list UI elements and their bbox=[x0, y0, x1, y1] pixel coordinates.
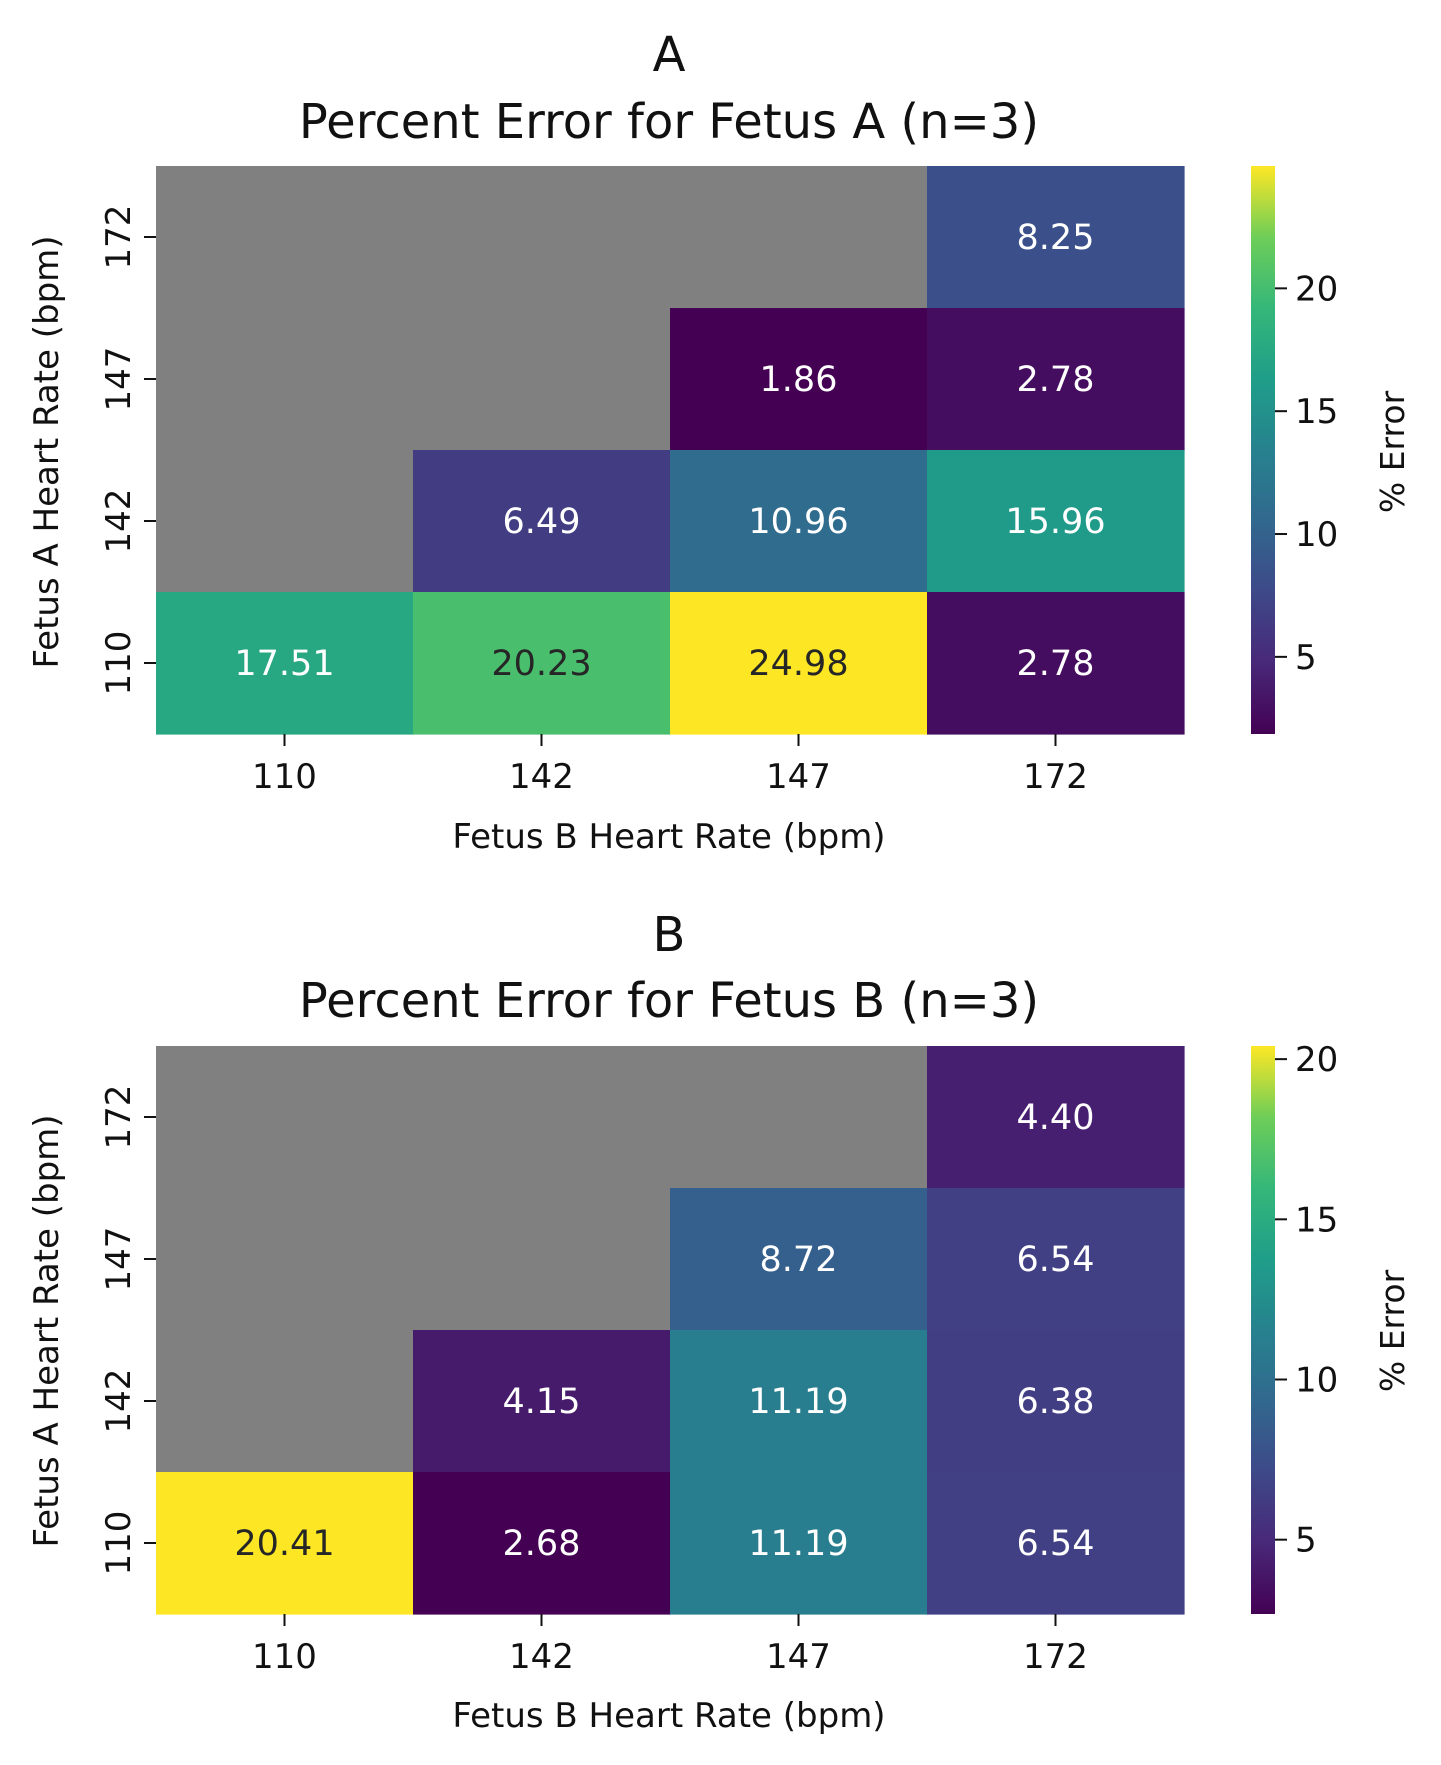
heatmap-cell-empty bbox=[156, 1188, 414, 1331]
heatmap-cell bbox=[670, 1472, 928, 1615]
heatmap-cell bbox=[670, 1330, 928, 1473]
y-tick-label: 110 bbox=[99, 1511, 139, 1576]
colorbar-tick-label: 10 bbox=[1295, 515, 1338, 555]
heatmap-cell bbox=[670, 450, 928, 593]
heatmap-cell bbox=[156, 1472, 414, 1615]
heatmap-cell bbox=[413, 592, 671, 735]
heatmap-cell bbox=[927, 1330, 1185, 1473]
heatmap-cell bbox=[413, 1472, 671, 1615]
chart-title-b: Percent Error for Fetus B (n=3) bbox=[299, 973, 1039, 1029]
y-tick-label: 172 bbox=[99, 205, 139, 270]
y-axis-label-b: Fetus A Heart Rate (bpm) bbox=[27, 1114, 67, 1547]
y-tick-label: 147 bbox=[99, 347, 139, 412]
heatmap-cell-empty bbox=[156, 308, 414, 451]
cell-value-label: 2.78 bbox=[1017, 360, 1095, 400]
colorbar-a: 5 10 15 20 bbox=[1251, 166, 1338, 734]
y-tick-label: 172 bbox=[99, 1085, 139, 1150]
x-tick-label: 147 bbox=[766, 1637, 831, 1677]
heatmap-cells-a: 8.25 1.86 2.78 6.49 10.96 15.96 17.51 20.23 24.9… bbox=[156, 166, 1185, 735]
chart-title-a: Percent Error for Fetus A (n=3) bbox=[299, 94, 1039, 150]
heatmap-cell bbox=[670, 1188, 928, 1331]
cell-value-label: 17.51 bbox=[234, 644, 334, 684]
heatmap-panel-a: A Percent Error for Fetus A (n=3) 8.25 1.… bbox=[27, 27, 1412, 857]
cell-value-label: 6.49 bbox=[503, 502, 581, 542]
heatmap-cell bbox=[927, 166, 1185, 309]
heatmap-cell bbox=[413, 1330, 671, 1473]
heatmap-cell bbox=[927, 1472, 1185, 1615]
heatmap-cell-empty bbox=[413, 166, 671, 309]
y-ticks-a: 172 147 142 110 bbox=[99, 205, 156, 696]
heatmap-panel-b: B Percent Error for Fetus B (n=3) 4.40 8.… bbox=[27, 907, 1412, 1736]
heatmap-cell-empty bbox=[413, 1188, 671, 1331]
colorbar-label-b: % Error bbox=[1373, 1269, 1412, 1392]
colorbar-gradient bbox=[1251, 166, 1275, 734]
heatmap-cell bbox=[927, 450, 1185, 593]
cell-value-label: 15.96 bbox=[1005, 502, 1105, 542]
cell-value-label: 1.86 bbox=[760, 360, 838, 400]
x-tick-label: 142 bbox=[509, 1637, 574, 1677]
cell-value-label: 10.96 bbox=[748, 502, 848, 542]
heatmap-cell-empty bbox=[156, 166, 414, 309]
x-tick-label: 172 bbox=[1023, 1637, 1088, 1677]
y-tick-label: 142 bbox=[99, 1369, 139, 1434]
x-tick-label: 110 bbox=[252, 1637, 317, 1677]
heatmap-cell-empty bbox=[156, 1046, 414, 1189]
colorbar-tick-label: 20 bbox=[1295, 1040, 1338, 1080]
y-tick-label: 142 bbox=[99, 489, 139, 554]
colorbar-tick-label: 5 bbox=[1295, 1521, 1317, 1561]
heatmap-cell bbox=[156, 592, 414, 735]
y-tick-label: 110 bbox=[99, 631, 139, 696]
y-tick-label: 147 bbox=[99, 1227, 139, 1292]
heatmap-cell bbox=[927, 1046, 1185, 1189]
cell-value-label: 2.68 bbox=[503, 1524, 581, 1564]
y-axis-label-a: Fetus A Heart Rate (bpm) bbox=[27, 235, 67, 668]
heatmap-cell bbox=[670, 592, 928, 735]
heatmap-cell bbox=[927, 592, 1185, 735]
cell-value-label: 24.98 bbox=[748, 644, 848, 684]
cell-value-label: 6.54 bbox=[1017, 1524, 1095, 1564]
panel-label-a: A bbox=[653, 27, 686, 83]
colorbar-label-a: % Error bbox=[1373, 390, 1412, 513]
colorbar-tick-label: 5 bbox=[1295, 638, 1317, 678]
panel-label-b: B bbox=[653, 907, 686, 963]
heatmap-cell-empty bbox=[156, 450, 414, 593]
x-axis-label-a: Fetus B Heart Rate (bpm) bbox=[452, 817, 885, 857]
colorbar-gradient bbox=[1251, 1046, 1275, 1614]
heatmap-cell bbox=[927, 1188, 1185, 1331]
y-ticks-b: 172 147 142 110 bbox=[99, 1085, 156, 1576]
cell-value-label: 2.78 bbox=[1017, 644, 1095, 684]
cell-value-label: 8.25 bbox=[1017, 218, 1095, 258]
cell-value-label: 20.41 bbox=[234, 1524, 334, 1564]
cell-value-label: 11.19 bbox=[748, 1382, 848, 1422]
heatmap-cell bbox=[670, 308, 928, 451]
cell-value-label: 20.23 bbox=[491, 644, 591, 684]
colorbar-tick-label: 15 bbox=[1295, 392, 1338, 432]
heatmap-cells-b: 4.40 8.72 6.54 4.15 11.19 6.38 20.41 2.68 11.19 6… bbox=[156, 1046, 1185, 1615]
cell-value-label: 8.72 bbox=[760, 1240, 838, 1280]
cell-value-label: 4.15 bbox=[503, 1382, 581, 1422]
cell-value-label: 6.38 bbox=[1017, 1382, 1095, 1422]
x-ticks-a: 110 142 147 172 bbox=[252, 734, 1088, 797]
colorbar-b: 5 10 15 20 bbox=[1251, 1040, 1338, 1614]
heatmap-cell-empty bbox=[156, 1330, 414, 1473]
x-ticks-b: 110 142 147 172 bbox=[252, 1614, 1088, 1677]
heatmap-cell-empty bbox=[670, 166, 928, 309]
x-tick-label: 142 bbox=[509, 757, 574, 797]
heatmap-cell-empty bbox=[413, 308, 671, 451]
x-tick-label: 172 bbox=[1023, 757, 1088, 797]
heatmap-cell bbox=[927, 308, 1185, 451]
colorbar-tick-label: 20 bbox=[1295, 269, 1338, 309]
heatmap-cell-empty bbox=[670, 1046, 928, 1189]
x-tick-label: 110 bbox=[252, 757, 317, 797]
cell-value-label: 11.19 bbox=[748, 1524, 848, 1564]
x-axis-label-b: Fetus B Heart Rate (bpm) bbox=[452, 1696, 885, 1736]
colorbar-tick-label: 10 bbox=[1295, 1360, 1338, 1400]
colorbar-tick-label: 15 bbox=[1295, 1200, 1338, 1240]
heatmap-cell bbox=[413, 450, 671, 593]
cell-value-label: 6.54 bbox=[1017, 1240, 1095, 1280]
cell-value-label: 4.40 bbox=[1017, 1098, 1095, 1138]
heatmap-cell-empty bbox=[413, 1046, 671, 1189]
x-tick-label: 147 bbox=[766, 757, 831, 797]
